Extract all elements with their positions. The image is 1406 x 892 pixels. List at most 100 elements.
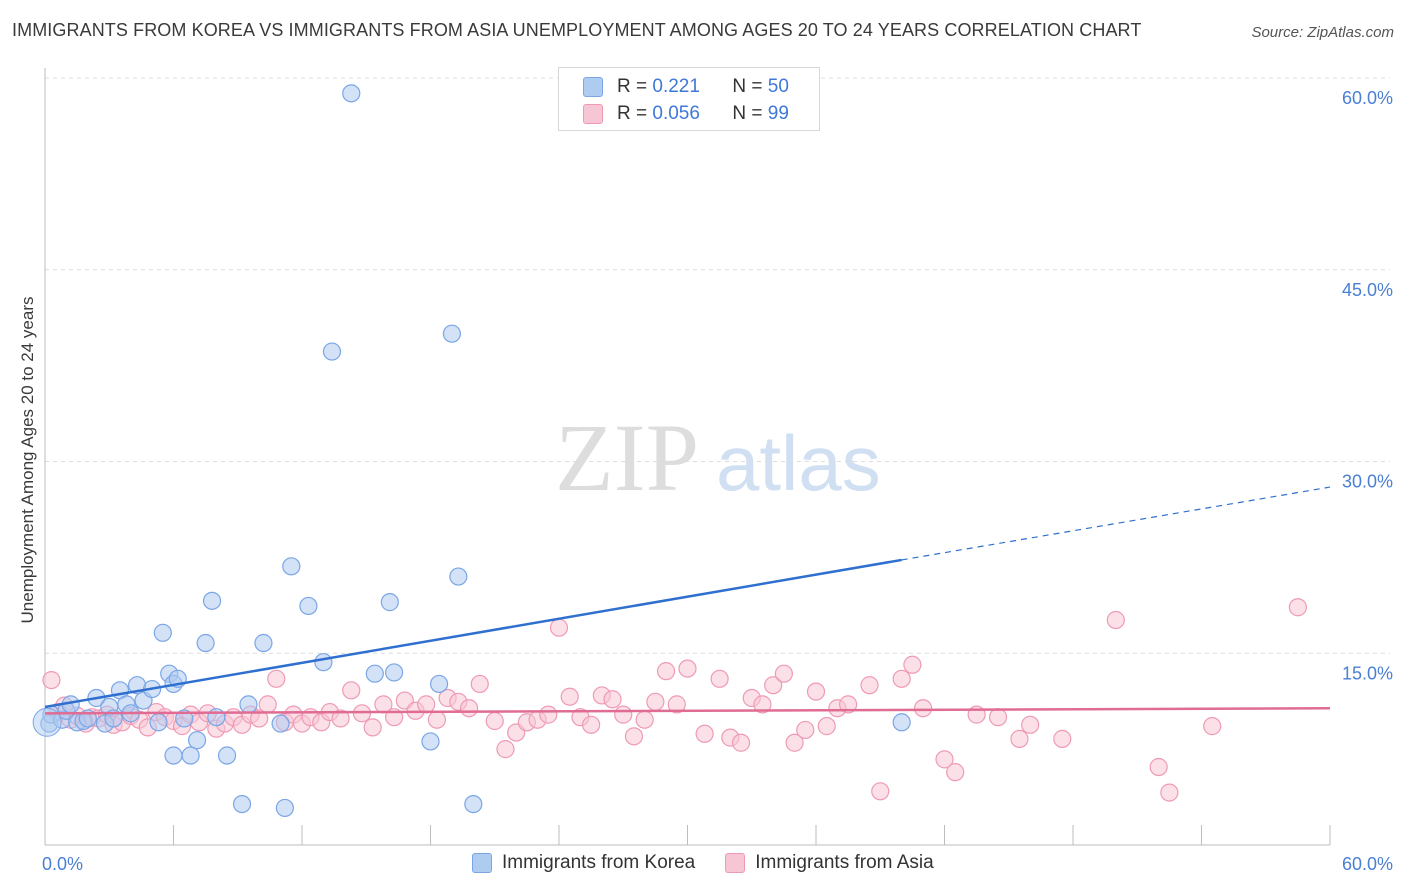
watermark: ZIP atlas — [555, 404, 881, 511]
legend-korea-label: Immigrants from Korea — [502, 852, 696, 873]
korea-n-label: N = — [732, 76, 763, 97]
series-legend: Immigrants from Korea Immigrants from As… — [472, 852, 964, 874]
asia-point — [678, 659, 697, 678]
asia-point — [946, 763, 965, 782]
asia-point — [342, 681, 361, 700]
asia-point — [1010, 729, 1029, 748]
asia-point — [667, 695, 686, 714]
asia-point — [774, 664, 793, 683]
asia-point — [1106, 610, 1125, 630]
asia-swatch — [583, 104, 603, 124]
asia-point — [582, 715, 601, 734]
legend-asia-label: Immigrants from Asia — [755, 852, 934, 873]
asia-point — [935, 750, 954, 769]
korea-point — [254, 633, 273, 653]
asia-point — [624, 727, 644, 746]
korea-point — [429, 674, 449, 694]
asia-point — [258, 695, 277, 714]
y-tick-label: 15.0% — [1342, 663, 1393, 683]
asia-point — [731, 733, 751, 752]
asia-point — [496, 740, 515, 759]
korea-point — [449, 567, 468, 586]
korea-point — [181, 746, 200, 765]
asia-point — [1288, 598, 1307, 617]
korea-point — [314, 653, 333, 672]
asia-point — [913, 699, 933, 718]
asia-point — [549, 618, 569, 637]
asia-r-label: R = — [617, 103, 648, 124]
korea-trend-line — [44, 558, 902, 709]
asia-point — [892, 669, 911, 688]
legend-row-asia: R = 0.056 N = 99 — [583, 100, 789, 128]
korea-point — [187, 731, 207, 750]
asia-point — [42, 670, 61, 690]
asia-point — [1149, 757, 1168, 777]
asia-point — [871, 782, 890, 801]
trend-lines — [44, 486, 1331, 715]
asia-point — [1053, 729, 1072, 748]
asia-point — [459, 699, 479, 718]
asia-point — [988, 708, 1008, 727]
korea-point — [342, 84, 361, 103]
x-axis-ticks — [44, 825, 1331, 845]
korea-r-label: R = — [617, 76, 648, 97]
korea-point — [232, 794, 252, 814]
watermark-atlas: atlas — [716, 419, 881, 507]
korea-point — [275, 798, 294, 818]
y-tick-labels: 15.0% 30.0% 45.0% 60.0% — [1342, 88, 1393, 683]
asia-point — [614, 705, 633, 724]
korea-point — [282, 557, 301, 576]
asia-point — [1160, 783, 1179, 802]
asia-point — [785, 733, 804, 752]
x-tick-min: 0.0% — [42, 854, 83, 874]
asia-point — [363, 718, 382, 737]
watermark-zip: ZIP — [555, 404, 699, 511]
asia-point — [560, 687, 579, 706]
asia-point — [710, 669, 729, 688]
asia-point — [485, 711, 504, 731]
y-tick-label: 30.0% — [1342, 472, 1393, 492]
asia-point — [417, 695, 436, 714]
asia-n-label: N = — [732, 103, 763, 124]
legend-asia-swatch — [725, 853, 746, 873]
legend-korea-swatch — [472, 853, 492, 873]
chart-source: Source: ZipAtlas.com — [1251, 24, 1394, 41]
asia-point — [427, 710, 447, 729]
gridlines — [45, 77, 1390, 654]
asia-point — [903, 655, 922, 674]
asia-point — [860, 676, 879, 695]
korea-point — [892, 713, 911, 732]
asia-point — [250, 709, 269, 728]
korea-point — [202, 591, 222, 610]
legend-row-korea: R = 0.221 N = 50 — [583, 73, 789, 101]
korea-point-cluster — [32, 707, 62, 737]
asia-point — [753, 695, 772, 714]
korea-point — [380, 593, 399, 612]
korea-point — [149, 713, 168, 732]
legend-item-asia: Immigrants from Asia — [725, 852, 934, 874]
asia-point — [470, 674, 489, 694]
korea-point — [153, 623, 172, 642]
korea-point — [207, 708, 226, 727]
korea-r-value: 0.221 — [652, 76, 700, 97]
korea-point — [196, 633, 215, 653]
chart-title: IMMIGRANTS FROM KOREA VS IMMIGRANTS FROM… — [12, 20, 1142, 40]
korea-point — [322, 342, 342, 361]
korea-point — [164, 746, 183, 765]
y-tick-label: 60.0% — [1342, 88, 1393, 108]
asia-point — [806, 682, 826, 701]
asia-point — [603, 690, 622, 709]
asia-point — [646, 692, 665, 711]
y-tick-label: 45.0% — [1342, 280, 1393, 300]
korea-point — [299, 596, 318, 616]
asia-point — [1021, 715, 1040, 734]
korea-n-value: 50 — [767, 76, 789, 97]
korea-point — [175, 709, 194, 728]
korea-point — [384, 663, 404, 682]
asia-point — [817, 717, 836, 736]
stats-legend: R = 0.221 N = 50 R = 0.056 N = 99 — [558, 67, 820, 131]
asia-point — [635, 710, 654, 729]
korea-swatch — [583, 77, 603, 97]
asia-point — [764, 676, 783, 695]
